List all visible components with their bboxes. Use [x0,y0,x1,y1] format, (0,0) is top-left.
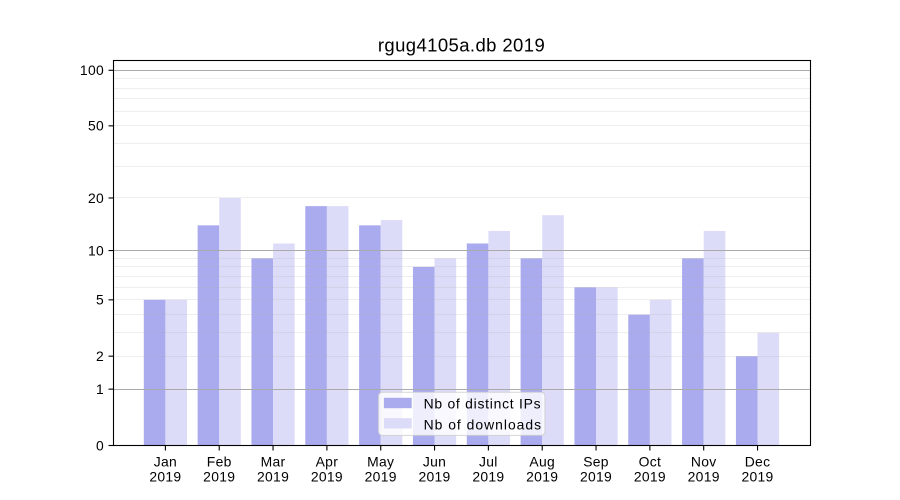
svg-text:2019: 2019 [203,468,235,484]
svg-text:2019: 2019 [365,468,397,484]
svg-text:2019: 2019 [149,468,181,484]
svg-text:Jun: Jun [423,454,446,470]
svg-text:2019: 2019 [580,468,612,484]
svg-text:5: 5 [96,292,104,308]
svg-text:20: 20 [88,190,104,206]
svg-text:2019: 2019 [311,468,343,484]
svg-text:2019: 2019 [741,468,773,484]
svg-text:10: 10 [88,242,104,258]
svg-text:2019: 2019 [418,468,450,484]
svg-text:2019: 2019 [257,468,289,484]
svg-text:Mar: Mar [261,454,286,470]
svg-text:Dec: Dec [745,454,771,470]
svg-text:Oct: Oct [639,454,662,470]
svg-text:0: 0 [96,437,104,453]
svg-text:2019: 2019 [688,468,720,484]
svg-text:Jul: Jul [479,454,498,470]
svg-text:Nb of distinct IPs: Nb of distinct IPs [424,395,542,411]
svg-text:1: 1 [96,381,104,397]
svg-text:Nov: Nov [691,454,717,470]
svg-text:rgug4105a.db 2019: rgug4105a.db 2019 [378,35,545,56]
svg-text:Jan: Jan [154,454,177,470]
svg-text:100: 100 [80,62,104,78]
svg-text:2019: 2019 [634,468,666,484]
svg-text:Apr: Apr [316,454,339,470]
svg-text:2: 2 [96,348,104,364]
svg-text:Sep: Sep [583,454,609,470]
svg-text:2019: 2019 [472,468,504,484]
svg-text:2019: 2019 [526,468,558,484]
svg-text:May: May [367,454,394,470]
svg-text:Aug: Aug [529,454,555,470]
svg-text:Nb of downloads: Nb of downloads [424,416,542,432]
svg-text:Feb: Feb [207,454,232,470]
svg-text:50: 50 [88,118,104,134]
